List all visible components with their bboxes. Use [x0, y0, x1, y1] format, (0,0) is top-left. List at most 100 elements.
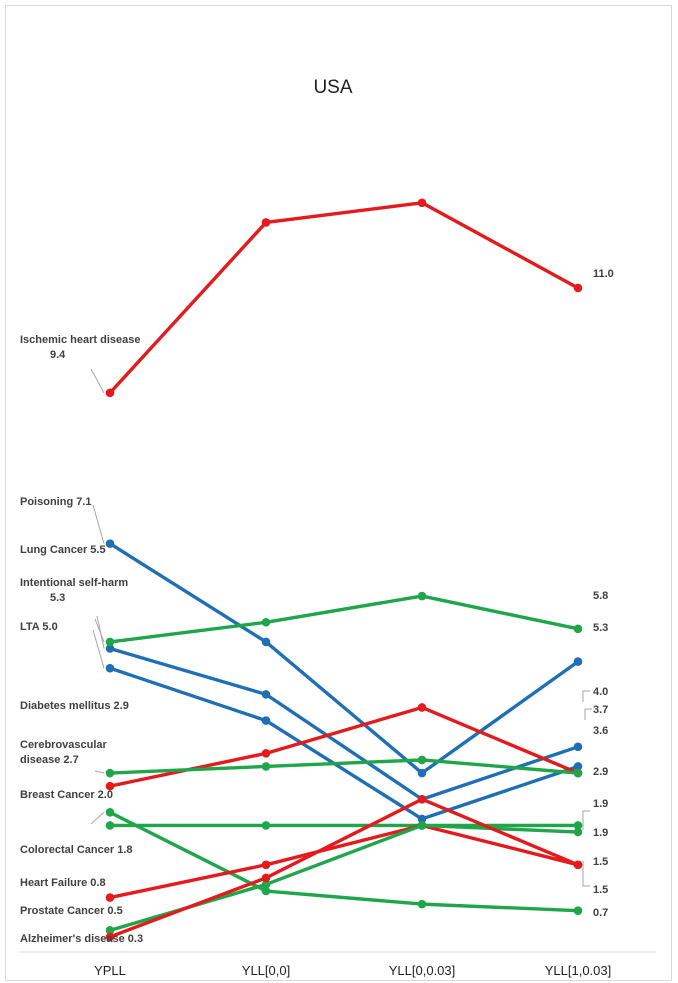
- data-point-ischemic-heart-disease-3: [573, 283, 583, 293]
- start-label-intentional-self-harm: Intentional self-harm: [20, 577, 128, 589]
- end-leader-lung-cancer: [582, 690, 590, 702]
- start-label-lta: LTA 5.0: [20, 621, 58, 633]
- data-point-alzheimer-s-disease-2: [417, 794, 427, 804]
- data-point-prostate-cancer-3: [573, 827, 583, 837]
- series-line-heart-failure: [108, 823, 580, 900]
- data-point-lung-cancer-3: [573, 742, 583, 752]
- series-line-poisoning: [108, 541, 580, 775]
- data-point-prostate-cancer-0: [105, 926, 115, 935]
- x-tick-layer: YPLL YLL[0,0] YLL[0,0.03] YLL[1,0.03]: [94, 963, 611, 978]
- start-label-diabetes-mellitus: Diabetes mellitus 2.9: [20, 700, 129, 712]
- start-label-prostate-cancer: Prostate Cancer 0.5: [20, 905, 123, 917]
- data-point-colorectal-cancer-1: [261, 821, 271, 830]
- start-label-colorectal-cancer: Colorectal Cancer 1.8: [20, 844, 133, 856]
- data-point-prostate-cancer-2: [417, 821, 427, 830]
- data-point-lung-cancer-1: [261, 690, 271, 699]
- data-point-lta-1: [261, 716, 271, 725]
- start-leader-breast-cancer: [90, 811, 105, 825]
- end-label-colorectal-cancer: 1.9: [593, 798, 608, 810]
- x-tick-label-0: YPLL: [94, 963, 126, 978]
- data-point-breast-cancer-1: [261, 886, 271, 896]
- data-point-ischemic-heart-disease-2: [417, 198, 427, 208]
- start-label-heart-failure: Heart Failure 0.8: [20, 877, 106, 889]
- data-point-lta-3: [573, 762, 583, 771]
- start-label-ischemic-heart-disease-line1: 9.4: [50, 349, 66, 361]
- end-label-ischemic-heart-disease: 11.0: [593, 268, 614, 280]
- data-point-cerebrovascular-disease-0: [105, 768, 115, 778]
- x-tick-label-1: YLL[0,0]: [242, 963, 290, 978]
- start-leader-poisoning: [92, 504, 105, 544]
- data-point-alzheimer-s-disease-1: [261, 873, 271, 883]
- end-label-poisoning: 5.3: [593, 622, 608, 634]
- data-point-intentional-self-harm-1: [261, 617, 271, 627]
- data-point-diabetes-mellitus-0: [105, 781, 115, 791]
- series-line-breast-cancer: [108, 810, 580, 913]
- end-label-diabetes-mellitus: 3.6: [593, 725, 608, 737]
- data-point-breast-cancer-2: [417, 899, 427, 909]
- start-label-cerebrovascular-disease-line1: disease 2.7: [20, 754, 79, 766]
- data-point-prostate-cancer-1: [261, 880, 271, 889]
- end-label-alzheimer-s-disease: 1.5: [593, 884, 608, 896]
- start-label-lung-cancer: Lung Cancer 5.5: [20, 544, 106, 556]
- data-point-cerebrovascular-disease-1: [261, 762, 271, 771]
- data-point-poisoning-2: [417, 768, 427, 778]
- data-point-ischemic-heart-disease-0: [105, 388, 115, 398]
- start-label-alzheimer-s-disease: Alzheimer's disease 0.3: [20, 933, 143, 945]
- end-label-cerebrovascular-disease: 2.9: [593, 766, 608, 778]
- series-line-lung-cancer: [108, 646, 580, 801]
- end-label-prostate-cancer: 1.9: [593, 827, 608, 839]
- data-point-lta-2: [417, 814, 427, 824]
- data-point-colorectal-cancer-0: [105, 821, 115, 830]
- data-point-lung-cancer-0: [105, 644, 115, 653]
- series-layer: [105, 198, 583, 942]
- end-label-lta: 3.7: [593, 704, 608, 716]
- series-line-ischemic-heart-disease: [108, 201, 580, 395]
- label-layer: Ischemic heart disease 9.4 11.0 Poisoning 7…: [20, 268, 614, 945]
- start-leader-intentional-self-harm: [94, 618, 105, 643]
- data-point-intentional-self-harm-2: [417, 591, 427, 601]
- series-line-cerebrovascular-disease: [108, 758, 580, 775]
- start-label-ischemic-heart-disease: Ischemic heart disease: [20, 334, 140, 346]
- end-label-lung-cancer: 4.0: [593, 686, 608, 698]
- chart-title: USA: [313, 77, 352, 98]
- data-point-lta-0: [105, 663, 115, 673]
- series-line-prostate-cancer: [108, 823, 580, 933]
- start-label-breast-cancer: Breast Cancer 2.0: [20, 789, 113, 801]
- data-point-poisoning-1: [261, 637, 271, 647]
- data-point-cerebrovascular-disease-3: [573, 768, 583, 778]
- data-point-heart-failure-0: [105, 893, 115, 902]
- data-point-poisoning-3: [573, 657, 583, 666]
- series-line-alzheimer-s-disease: [108, 797, 580, 939]
- series-line-intentional-self-harm: [108, 594, 580, 644]
- data-point-breast-cancer-3: [573, 906, 583, 915]
- data-point-intentional-self-harm-3: [573, 624, 583, 634]
- end-leader-lta: [584, 708, 592, 720]
- series-line-lta: [108, 666, 580, 821]
- leader-layer: [90, 368, 592, 887]
- start-leader-cerebrovascular-disease: [94, 770, 105, 774]
- start-leader-lta: [92, 629, 105, 669]
- data-point-alzheimer-s-disease-0: [105, 932, 115, 942]
- data-point-cerebrovascular-disease-2: [417, 755, 427, 765]
- end-leader-colorectal-cancer: [582, 810, 590, 830]
- data-point-heart-failure-1: [261, 860, 271, 870]
- data-point-colorectal-cancer-3: [573, 821, 583, 830]
- data-point-ischemic-heart-disease-1: [261, 218, 271, 227]
- data-point-intentional-self-harm-0: [105, 637, 115, 647]
- end-leader-alzheimer-s-disease: [582, 861, 590, 887]
- data-point-breast-cancer-0: [105, 808, 115, 817]
- end-label-intentional-self-harm: 5.8: [593, 590, 608, 602]
- x-tick-label-3: YLL[1,0.03]: [545, 963, 612, 978]
- data-point-diabetes-mellitus-2: [417, 703, 427, 712]
- end-label-heart-failure: 1.5: [593, 856, 608, 868]
- end-label-breast-cancer: 0.7: [593, 907, 608, 919]
- data-point-poisoning-0: [105, 539, 115, 548]
- start-label-intentional-self-harm-line1: 5.3: [50, 592, 65, 604]
- data-point-diabetes-mellitus-1: [261, 749, 271, 758]
- start-label-cerebrovascular-disease: Cerebrovascular: [20, 739, 108, 751]
- start-label-poisoning: Poisoning 7.1: [20, 496, 92, 508]
- data-point-alzheimer-s-disease-3: [573, 860, 583, 870]
- x-tick-label-2: YLL[0,0.03]: [389, 963, 456, 978]
- start-leader-ischemic-heart-disease: [90, 368, 105, 394]
